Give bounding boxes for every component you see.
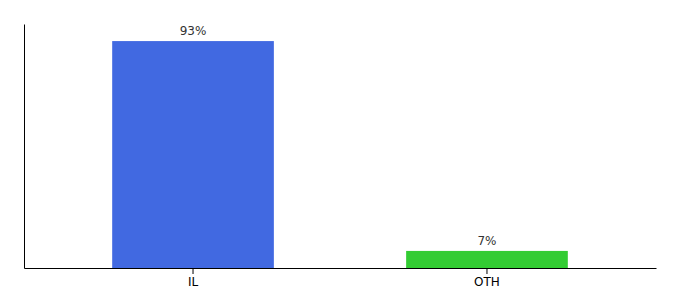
plot: IL OTH 93% 7% bbox=[25, 24, 657, 288]
bar bbox=[406, 251, 568, 268]
chart: IL OTH 93% 7% bbox=[0, 0, 680, 300]
x-axis-line bbox=[25, 268, 657, 269]
x-tick: IL bbox=[188, 268, 199, 289]
x-tick: OTH bbox=[474, 268, 500, 289]
y-axis bbox=[24, 25, 25, 269]
bars bbox=[112, 41, 568, 268]
x-tick-label: IL bbox=[188, 275, 199, 289]
data-label: 93% bbox=[180, 24, 207, 38]
bar bbox=[112, 41, 274, 268]
y-axis-line bbox=[24, 25, 25, 269]
x-tick-label: OTH bbox=[474, 275, 500, 289]
x-tick-mark bbox=[193, 268, 194, 274]
data-labels: 93% 7% bbox=[180, 24, 497, 248]
x-tick-mark bbox=[486, 268, 487, 274]
data-label: 7% bbox=[477, 234, 496, 248]
x-axis: IL OTH bbox=[25, 268, 657, 289]
